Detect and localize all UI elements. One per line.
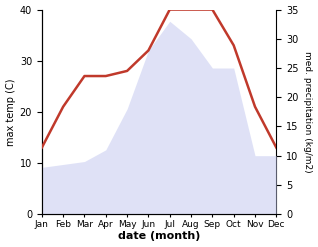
X-axis label: date (month): date (month) [118,231,200,242]
Y-axis label: max temp (C): max temp (C) [5,78,16,145]
Y-axis label: med. precipitation (kg/m2): med. precipitation (kg/m2) [303,51,313,173]
